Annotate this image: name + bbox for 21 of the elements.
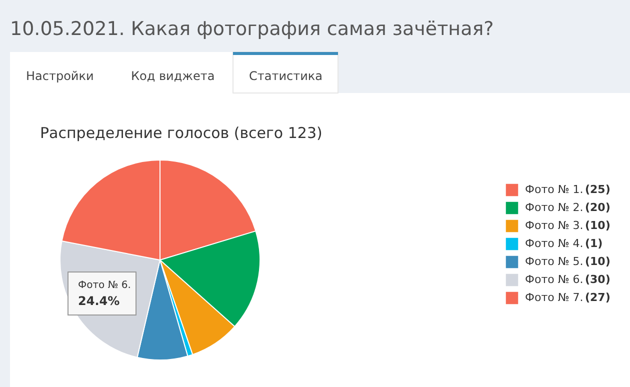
legend-label: Фото № 2.: [525, 201, 584, 214]
data-label: (1): [585, 237, 603, 250]
data-label: (10): [585, 219, 610, 232]
text: 24.4%: [78, 294, 120, 308]
data-label: (10): [585, 255, 610, 268]
text: Код виджета: [131, 69, 215, 83]
legend-label: Фото № 4.: [525, 237, 584, 250]
text: Настройки: [26, 69, 94, 83]
data-label: (20): [585, 201, 610, 214]
text: 10.05.2021. Какая фотография самая зачётная?: [10, 18, 494, 40]
text: Статистика: [249, 69, 322, 83]
chart-title: Распределение голосов (всего 123): [40, 124, 322, 142]
text: Фото № 6.: [78, 280, 131, 291]
legend-label: Фото № 5.: [525, 255, 584, 268]
legend-label: Фото № 6.: [525, 273, 584, 286]
legend-label: Фото № 3.: [525, 219, 584, 232]
data-label: (30): [585, 273, 610, 286]
data-label: (25): [585, 183, 610, 196]
legend-label: Фото № 7.: [525, 291, 584, 304]
data-label: (27): [585, 291, 610, 304]
legend-label: Фото № 1.: [525, 183, 584, 196]
